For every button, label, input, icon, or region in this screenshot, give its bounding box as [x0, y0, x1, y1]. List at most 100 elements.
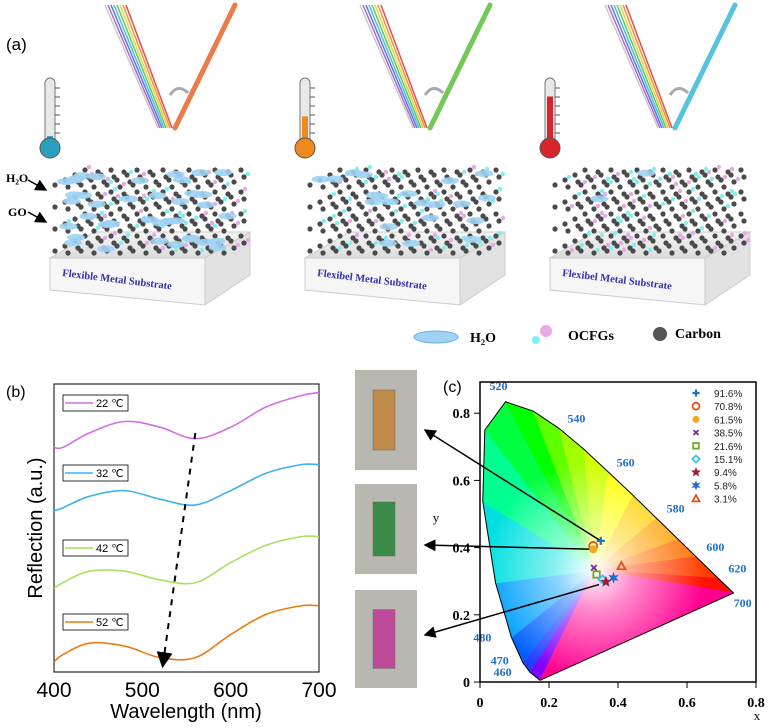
wavelength-label: 600	[706, 540, 724, 554]
y-tick-label-c: 0.2	[453, 609, 471, 624]
water-molecule	[150, 237, 169, 245]
incident-light-beam	[604, 4, 673, 129]
water-molecule	[440, 177, 459, 185]
go-annotation: GO	[8, 205, 27, 219]
water-molecule	[167, 241, 186, 249]
legend-label: 42 ℃	[96, 543, 124, 555]
water-molecule	[218, 212, 237, 220]
water-molecule	[364, 198, 383, 206]
data-point-91.6%	[596, 536, 605, 545]
water-molecule	[184, 190, 203, 198]
water-molecule	[79, 212, 98, 220]
y-axis-label-c: y	[433, 510, 440, 525]
water-molecule	[475, 170, 494, 178]
legend-entry-c: 9.4%	[691, 466, 737, 479]
y-tick-label-c: 0.8	[453, 407, 471, 422]
water-molecule	[74, 191, 93, 199]
water-molecule	[452, 200, 471, 208]
x-axis-label-b: Wavelength (nm)	[110, 701, 262, 723]
legend-entry-c: 61.5%	[692, 415, 742, 426]
legend-label: 70.8%	[714, 402, 742, 413]
wavelength-label: 470	[491, 654, 509, 668]
data-point-38.5%	[590, 564, 598, 572]
go-layers	[307, 164, 506, 256]
data-point-5.8%	[608, 571, 619, 584]
carbon-sphere-icon	[653, 327, 667, 341]
sample-photo-2	[355, 484, 417, 574]
data-point-21.6%	[592, 570, 601, 579]
legend-label: 52 ℃	[96, 617, 124, 629]
wavelength-label: 580	[667, 501, 685, 515]
y-tick-label-c: 0.6	[453, 474, 471, 489]
data-point-9.4%	[600, 575, 612, 587]
legend-label: 3.1%	[714, 495, 737, 506]
legend-a: H₂O OCFGs Carbon	[413, 325, 721, 346]
legend-label: 91.6%	[714, 389, 742, 400]
legend-entry-c: 91.6%	[692, 389, 742, 400]
y-tick-label-c: 0.4	[453, 542, 471, 557]
rotation-arrow-icon	[668, 87, 690, 96]
water-molecule	[637, 169, 656, 177]
water-molecule	[148, 192, 167, 200]
water-molecule	[325, 175, 344, 183]
x-tick-label-c: 0.2	[540, 696, 558, 711]
legend-h2o-label: H₂O	[470, 331, 496, 346]
water-molecule	[463, 235, 482, 243]
series-line-1	[53, 391, 320, 450]
series-line-4	[53, 604, 320, 663]
x-tick-label-b: 600	[213, 679, 248, 702]
thermometer-icon	[294, 77, 316, 159]
water-molecule	[365, 191, 384, 199]
water-molecule	[59, 222, 78, 230]
rotation-arrow-icon	[423, 87, 445, 96]
panel-b-reflection-chart: (b) 22 ℃ 32 ℃ 42 ℃ 52 ℃ 400 500 600 700 Wavele…	[6, 383, 337, 723]
water-molecule	[354, 171, 373, 179]
water-ellipse-icon	[413, 330, 459, 344]
water-molecule	[466, 217, 485, 225]
legend-entry-b: 52 ℃	[62, 613, 129, 631]
rotation-arrow-icon	[168, 87, 190, 96]
water-molecule	[421, 214, 440, 222]
data-point-61.5%	[589, 545, 598, 554]
water-molecule	[477, 194, 496, 202]
water-molecule	[73, 172, 92, 180]
water-molecule	[62, 197, 81, 205]
wavelength-label: 700	[734, 596, 752, 610]
water-molecule	[151, 219, 170, 227]
water-molecule	[399, 190, 418, 198]
shift-arrow	[156, 432, 197, 669]
water-molecule	[380, 198, 399, 206]
legend-entry-b: 22 ℃	[62, 394, 129, 412]
water-molecule	[191, 169, 210, 177]
legend-entry-c: 38.5%	[692, 429, 742, 440]
thermometer-icon	[539, 77, 561, 159]
reflected-light-beam	[672, 2, 738, 131]
go-pointer-arrow	[27, 211, 48, 223]
x-tick-label-c: 0.8	[747, 696, 765, 711]
water-molecule	[96, 245, 115, 253]
x-tick-label-b: 400	[36, 679, 71, 702]
panel-a-label: (a)	[6, 35, 27, 54]
water-molecule	[171, 198, 190, 206]
water-molecule	[87, 173, 106, 181]
water-molecule	[166, 170, 185, 178]
legend-label: 61.5%	[714, 415, 742, 426]
legend-entry-b: 32 ℃	[62, 464, 129, 482]
spectral-locus	[482, 401, 735, 681]
photo-link-arrow	[423, 429, 602, 542]
stack-3: Flexibel Metal Substrate	[539, 2, 752, 306]
water-molecule	[207, 237, 226, 245]
water-molecule	[172, 176, 191, 184]
water-molecule	[402, 239, 421, 247]
legend-label: 15.1%	[714, 455, 742, 466]
sample-photos	[355, 370, 417, 688]
reflected-light-beam	[427, 2, 493, 131]
water-molecule	[66, 233, 85, 241]
water-molecule	[167, 217, 186, 225]
photo-link-arrow	[423, 539, 593, 552]
water-molecule	[590, 195, 609, 203]
x-tick-label-c: 0.4	[609, 696, 627, 711]
sample-photo-1	[355, 370, 417, 470]
wavelength-label: 620	[728, 562, 746, 576]
